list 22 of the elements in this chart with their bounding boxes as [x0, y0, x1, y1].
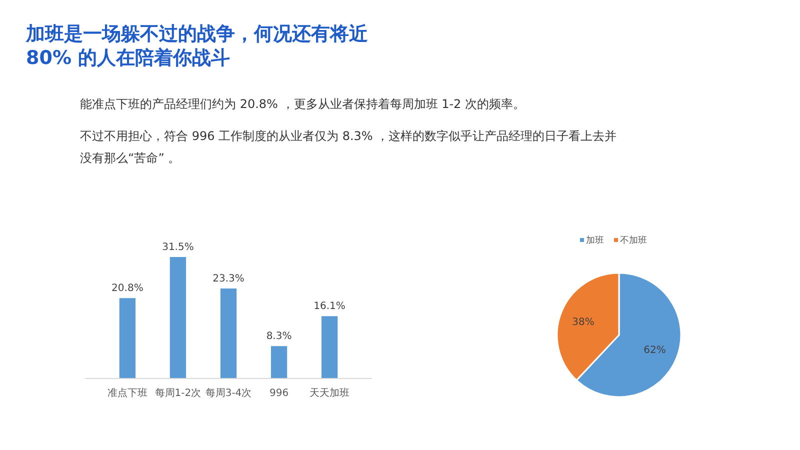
x-tick-label: 每周1-2次 [154, 387, 202, 399]
text: 不过不用担心，符合 996 工作制度的从业者仅为 8.3% ，这样的数字似乎让产品经理的日子看上去并没有那么“苦命” 。 [80, 129, 617, 165]
data-label: 8.3% [266, 331, 292, 342]
chart-title: 加班是一场躲不过的战争，何况还有将近 80% 的人在陪着你战斗 [25, 23, 369, 69]
data-label: 20.8% [112, 283, 144, 294]
x-tick-label: 准点下班 [107, 387, 148, 399]
data-label: 62% [644, 345, 666, 356]
data-label: 23.3% [212, 274, 244, 284]
text: 能准点下班的产品经理们约为 20.8% ，更多从业者保持着每周加班 1-2 次的频率。 [80, 97, 525, 111]
x-tick-label: 每周3-4次 [205, 387, 252, 399]
bar [270, 346, 288, 378]
x-tick-label: 996 [269, 388, 289, 399]
bar [321, 316, 338, 378]
data-label: 38% [572, 316, 594, 328]
data-label: 31.5% [162, 242, 194, 253]
x-tick-label: 天天加班 [310, 387, 350, 399]
data-label: 16.1% [314, 301, 346, 312]
legend-label: 不加班 [620, 235, 647, 246]
legend-label: 加班 [586, 235, 604, 246]
bar [119, 298, 136, 378]
bar [170, 257, 186, 378]
bar [220, 288, 237, 378]
